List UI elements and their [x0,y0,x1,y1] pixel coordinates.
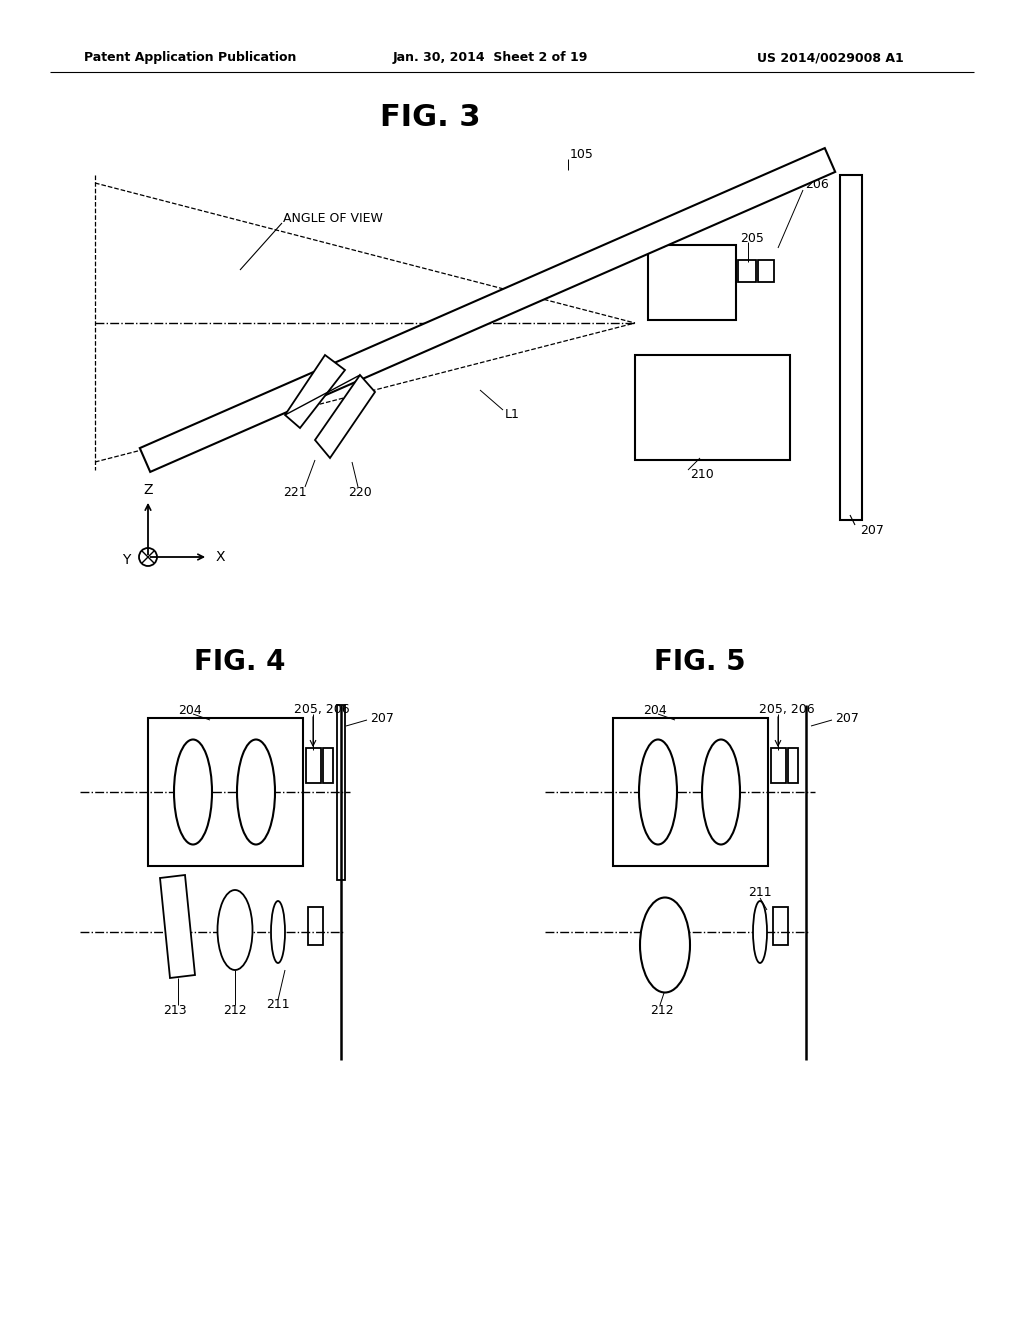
Text: Y: Y [122,553,130,568]
Text: 213: 213 [163,1003,186,1016]
Bar [308,907,323,945]
Bar [148,718,303,866]
Text: 221: 221 [284,486,307,499]
Bar [323,748,333,783]
Bar [306,748,321,783]
Polygon shape [315,375,375,458]
Text: US 2014/0029008 A1: US 2014/0029008 A1 [757,51,903,65]
Bar [337,705,345,880]
Text: 211: 211 [749,887,772,899]
Text: FIG. 3: FIG. 3 [380,103,480,132]
Bar [773,907,788,945]
Text: FIG. 4: FIG. 4 [195,648,286,676]
Text: 212: 212 [223,1003,247,1016]
Text: 207: 207 [835,711,859,725]
Bar [613,718,768,866]
Polygon shape [140,148,836,473]
Polygon shape [160,875,195,978]
Bar [738,260,756,282]
Ellipse shape [237,739,275,845]
Text: X: X [215,550,224,564]
Text: Z: Z [143,483,153,498]
Text: 204: 204 [640,231,664,244]
Text: FIG. 5: FIG. 5 [654,648,745,676]
Bar [635,355,790,459]
Bar [648,246,736,319]
Ellipse shape [271,902,285,964]
Text: L1: L1 [505,408,520,421]
Text: 207: 207 [860,524,884,536]
Ellipse shape [640,898,690,993]
Text: ANGLE OF VIEW: ANGLE OF VIEW [283,211,383,224]
Text: 205, 206: 205, 206 [294,704,350,717]
Text: 205, 206: 205, 206 [759,704,815,717]
Ellipse shape [174,739,212,845]
Text: 205: 205 [740,231,764,244]
Bar [771,748,786,783]
Bar [788,748,798,783]
Text: Patent Application Publication: Patent Application Publication [84,51,296,65]
Text: 220: 220 [348,486,372,499]
Ellipse shape [639,739,677,845]
Ellipse shape [702,739,740,845]
Text: 211: 211 [266,998,290,1011]
Text: 210: 210 [690,469,714,482]
Ellipse shape [753,902,767,964]
Text: 204: 204 [643,704,667,717]
Text: 206: 206 [805,178,828,191]
Ellipse shape [217,890,253,970]
Bar [840,176,862,520]
Text: Jan. 30, 2014  Sheet 2 of 19: Jan. 30, 2014 Sheet 2 of 19 [392,51,588,65]
Text: 207: 207 [370,711,394,725]
Polygon shape [285,355,345,428]
Text: 212: 212 [650,1003,674,1016]
Text: 204: 204 [178,704,202,717]
Text: 105: 105 [570,149,594,161]
Bar [758,260,774,282]
